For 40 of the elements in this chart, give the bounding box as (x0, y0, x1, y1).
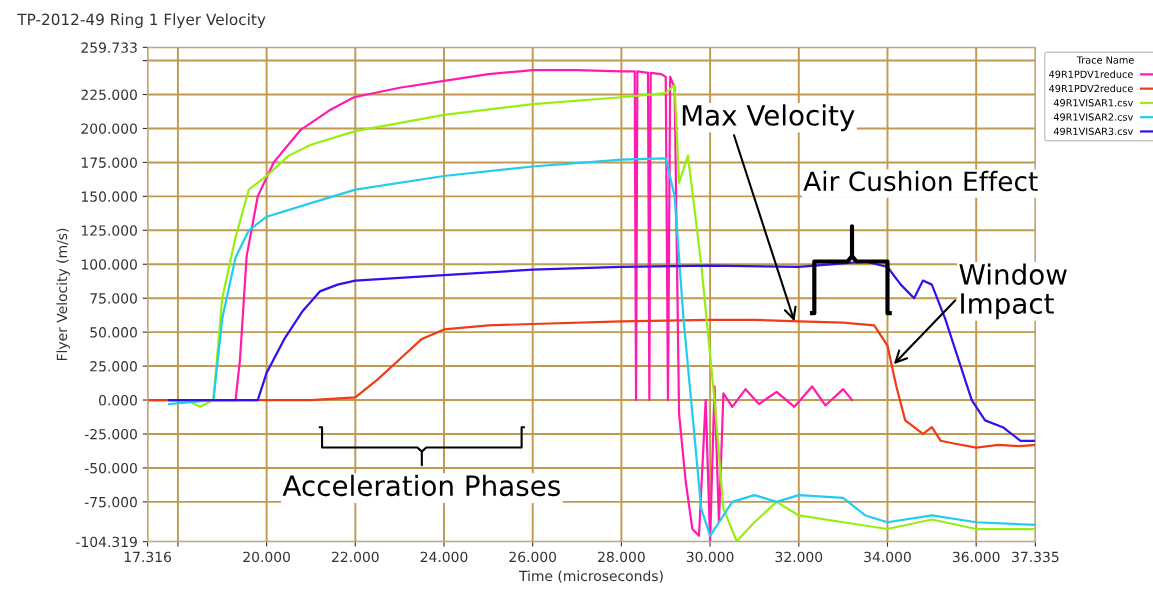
y-tick-label: 259.733 (81, 42, 137, 53)
legend-label: 49R1VISAR3.csv (1053, 127, 1134, 135)
x-tick-label: 34.000 (864, 551, 911, 563)
y-tick-label: 75.000 (90, 293, 137, 304)
y-tick-label: 225.000 (81, 89, 137, 100)
annotation: Air Cushion Effect (803, 170, 1038, 192)
line-series (147, 318, 1036, 449)
y-tick-label: -25.000 (84, 428, 137, 440)
x-tick-label: 36.000 (952, 551, 1000, 563)
y-tick-label: 200.000 (81, 123, 137, 134)
y-tick-label: 175.000 (81, 157, 137, 168)
y-tick-label: -50.000 (84, 462, 137, 474)
x-tick-label: 26.000 (509, 551, 557, 563)
legend-label: 49R1PDV1reduce (1049, 70, 1133, 78)
legend-label: 49R1VISAR1.csv (1053, 99, 1134, 107)
x-tick-label: 24.000 (420, 551, 468, 563)
x-tick-label: 37.335 (1012, 551, 1059, 563)
legend-label: 49R1VISAR2.csv (1053, 113, 1134, 121)
y-tick-label: 100.000 (81, 259, 137, 270)
x-tick-label: 22.000 (332, 551, 379, 563)
x-tick-label: 20.000 (243, 551, 290, 563)
annotation: Window Impact (959, 263, 1067, 320)
y-tick-label: 125.000 (81, 225, 137, 236)
annotation: Max Velocity (682, 104, 855, 132)
y-tick-label: 50.000 (90, 327, 137, 338)
y-axis-title: Flyer Velocity (m/s) (56, 228, 70, 361)
y-tick-label: -104.319 (76, 536, 137, 548)
x-tick-label: 17.316 (124, 551, 172, 563)
y-tick-label: 150.000 (81, 191, 137, 202)
y-tick-label: -75.000 (84, 496, 137, 508)
legend-label: 49R1PDV2reduce (1049, 84, 1133, 93)
y-tick-label: 25.000 (90, 361, 137, 372)
x-tick-label: 30.000 (686, 551, 734, 563)
x-tick-label: 32.000 (775, 551, 823, 563)
annotation: Acceleration Phases (282, 474, 560, 497)
legend-title: Trace Name (1076, 56, 1134, 64)
x-tick-label: 28.000 (598, 551, 645, 563)
x-axis-title: Time (microseconds) (518, 570, 663, 583)
chart-title: TP-2012-49 Ring 1 Flyer Velocity (17, 13, 266, 29)
y-tick-label: 0.000 (99, 395, 137, 406)
